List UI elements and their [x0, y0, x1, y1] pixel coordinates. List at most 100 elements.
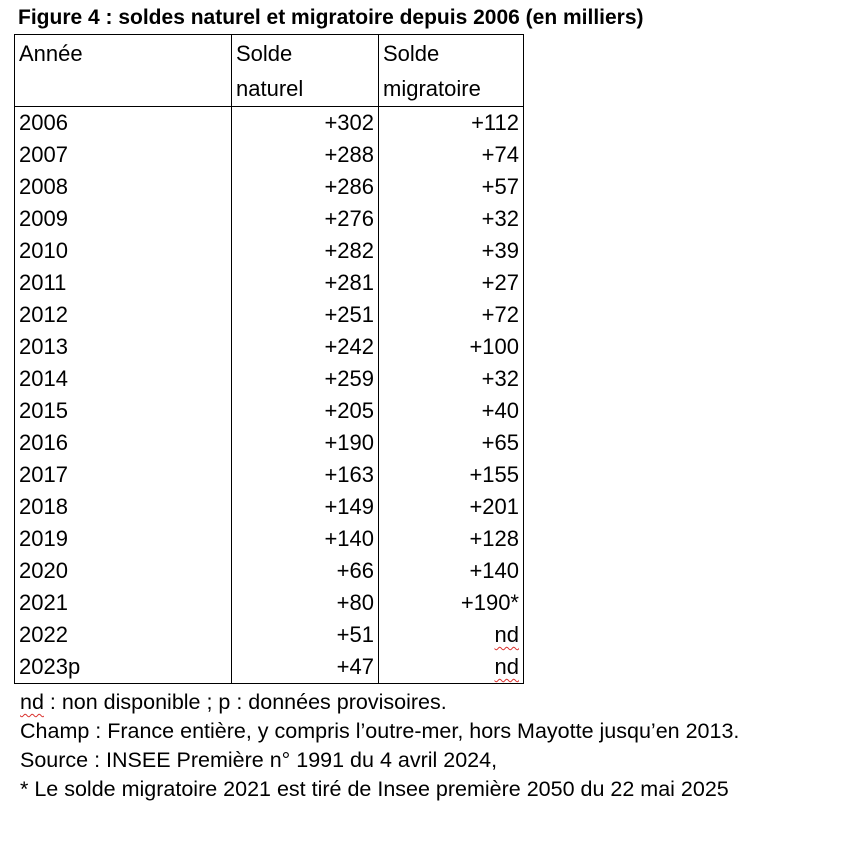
- cell-natural-balance-value: +163: [324, 462, 374, 487]
- table-row: 2017 +163 +155: [14, 459, 524, 491]
- table-row: 2013 +242 +100: [14, 331, 524, 363]
- table-row: 2011 +281 +27: [14, 267, 524, 299]
- cell-migration-balance: nd: [378, 619, 524, 651]
- table-row: 2008 +286 +57: [14, 171, 524, 203]
- cell-natural-balance: +286: [231, 171, 379, 203]
- cell-year-value: 2012: [19, 302, 68, 327]
- cell-migration-balance: +100: [378, 331, 524, 363]
- cell-natural-balance: +282: [231, 235, 379, 267]
- cell-migration-balance: +128: [378, 523, 524, 555]
- cell-natural-balance-value: +302: [324, 110, 374, 135]
- cell-natural-balance-value: +149: [324, 494, 374, 519]
- cell-year: 2008: [14, 171, 232, 203]
- table-row: 2015 +205 +40: [14, 395, 524, 427]
- table-row: 2006 +302 +112: [14, 106, 524, 139]
- cell-natural-balance: +66: [231, 555, 379, 587]
- cell-natural-balance: +259: [231, 363, 379, 395]
- cell-migration-balance: +74: [378, 139, 524, 171]
- cell-migration-balance: +190*: [378, 587, 524, 619]
- cell-migration-balance-value: nd: [494, 622, 519, 647]
- cell-natural-balance-value: +251: [324, 302, 374, 327]
- cell-year-value: 2014: [19, 366, 68, 391]
- scope-note: Champ : France entière, y compris l’outr…: [20, 719, 740, 743]
- cell-migration-balance: +201: [378, 491, 524, 523]
- cell-natural-balance-value: +47: [336, 654, 374, 679]
- cell-natural-balance-value: +51: [336, 622, 374, 647]
- cell-year-value: 2009: [19, 206, 68, 231]
- cell-natural-balance-value: +205: [324, 398, 374, 423]
- cell-natural-balance-value: +281: [324, 270, 374, 295]
- cell-natural-balance: +242: [231, 331, 379, 363]
- cell-year-value: 2010: [19, 238, 68, 263]
- cell-natural-balance: +276: [231, 203, 379, 235]
- cell-migration-balance-value: +32: [481, 366, 519, 391]
- cell-year: 2015: [14, 395, 232, 427]
- cell-natural-balance: +149: [231, 491, 379, 523]
- header-natural-line1: Solde: [236, 41, 293, 66]
- table-row: 2014 +259 +32: [14, 363, 524, 395]
- cell-migration-balance: +32: [378, 363, 524, 395]
- cell-migration-balance-value: +190*: [460, 590, 519, 615]
- table-header-row: Année Solde naturel Solde migratoire: [14, 34, 524, 107]
- cell-migration-balance-value: +32: [481, 206, 519, 231]
- cell-natural-balance: +251: [231, 299, 379, 331]
- header-natural-line2: naturel: [236, 76, 304, 101]
- cell-natural-balance-value: +276: [324, 206, 374, 231]
- cell-migration-balance-value: +39: [481, 238, 519, 263]
- cell-natural-balance: +190: [231, 427, 379, 459]
- cell-year-value: 2021: [19, 590, 68, 615]
- cell-migration-balance-value: +112: [471, 110, 519, 135]
- cell-migration-balance: +112: [378, 106, 524, 139]
- cell-migration-balance-value: +155: [469, 462, 519, 487]
- legend-note-text: : non disponible ; p : données provisoir…: [43, 690, 447, 714]
- cell-migration-balance-value: +57: [481, 174, 519, 199]
- cell-year-value: 2016: [19, 430, 68, 455]
- cell-year: 2022: [14, 619, 232, 651]
- table-row: 2010 +282 +39: [14, 235, 524, 267]
- cell-migration-balance: +27: [378, 267, 524, 299]
- cell-natural-balance-value: +288: [324, 142, 374, 167]
- cell-year-value: 2011: [19, 270, 67, 295]
- header-migration-line2: migratoire: [383, 76, 481, 101]
- cell-year: 2018: [14, 491, 232, 523]
- cell-natural-balance-value: +242: [324, 334, 374, 359]
- cell-natural-balance: +205: [231, 395, 379, 427]
- cell-migration-balance-value: +140: [469, 558, 519, 583]
- cell-migration-balance-value: +27: [481, 270, 519, 295]
- cell-year: 2020: [14, 555, 232, 587]
- header-migration-line1: Solde: [383, 41, 440, 66]
- cell-year-value: 2019: [19, 526, 68, 551]
- header-natural-balance: Solde naturel: [231, 34, 379, 107]
- table-row: 2023p +47 nd: [14, 651, 524, 684]
- table-body: 2006 +302 +112 2007 +288 +74 2008 +286 +57 2009 +2…: [14, 106, 524, 684]
- cell-natural-balance-value: +259: [324, 366, 374, 391]
- table-row: 2020 +66 +140: [14, 555, 524, 587]
- table-row: 2016 +190 +65: [14, 427, 524, 459]
- cell-year-value: 2017: [19, 462, 68, 487]
- cell-natural-balance-value: +80: [336, 590, 374, 615]
- cell-natural-balance: +80: [231, 587, 379, 619]
- cell-year: 2014: [14, 363, 232, 395]
- cell-migration-balance-value: +100: [469, 334, 519, 359]
- cell-migration-balance: +155: [378, 459, 524, 491]
- table-row: 2012 +251 +72: [14, 299, 524, 331]
- cell-natural-balance: +51: [231, 619, 379, 651]
- table-row: 2007 +288 +74: [14, 139, 524, 171]
- cell-migration-balance: +32: [378, 203, 524, 235]
- cell-year: 2011: [14, 267, 232, 299]
- header-year-label: Année: [19, 41, 83, 66]
- cell-year: 2016: [14, 427, 232, 459]
- cell-year: 2013: [14, 331, 232, 363]
- cell-migration-balance-value: +40: [481, 398, 519, 423]
- cell-natural-balance-value: +282: [324, 238, 374, 263]
- legend-note: nd : non disponible ; p : données provis…: [20, 688, 739, 717]
- cell-year: 2017: [14, 459, 232, 491]
- cell-migration-balance-value: +65: [481, 430, 519, 455]
- cell-year-value: 2007: [19, 142, 68, 167]
- cell-migration-balance: +140: [378, 555, 524, 587]
- cell-migration-balance-value: nd: [494, 654, 519, 679]
- cell-migration-balance: nd: [378, 651, 524, 684]
- table-row: 2009 +276 +32: [14, 203, 524, 235]
- cell-natural-balance-value: +66: [336, 558, 374, 583]
- cell-natural-balance-value: +286: [324, 174, 374, 199]
